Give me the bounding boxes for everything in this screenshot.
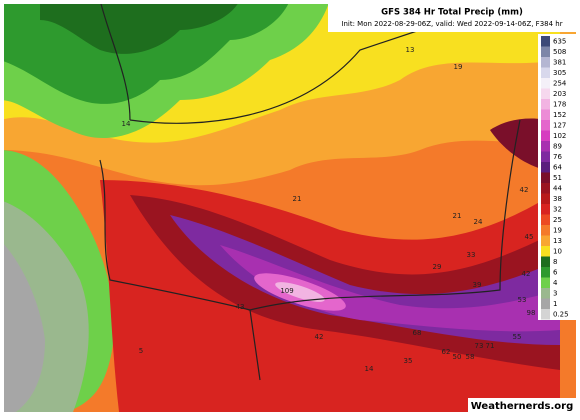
title: GFS 384 Hr Total Precip (mm) [381,8,523,18]
map-label: 29 [433,263,442,271]
colorbar-label: 1 [553,300,557,308]
watermark-box [468,398,576,414]
colorbar-swatch [541,193,550,204]
colorbar-label: 8 [553,258,557,266]
colorbar-swatch [541,78,550,89]
colorbar-label: 3 [553,289,557,297]
colorbar: 6355083813052542031781521271028976645144… [541,36,569,320]
colorbar-label: 13 [553,237,562,245]
colorbar-swatch [541,88,550,99]
map-label: 19 [454,63,463,71]
colorbar-swatch [541,256,550,267]
map-label: 58 [466,353,475,361]
colorbar-label: 635 [553,37,566,45]
colorbar-label: 127 [553,121,566,129]
colorbar-swatch [541,277,550,288]
watermark: Weathernerds.org [471,401,574,412]
colorbar-swatch [541,141,550,152]
colorbar-swatch [541,204,550,215]
colorbar-label: 508 [553,48,566,56]
map-label: 62 [442,348,451,356]
map-label: 35 [404,357,413,365]
colorbar-label: 38 [553,195,562,203]
colorbar-label: 4 [553,279,558,287]
map-label: 13 [406,46,415,54]
colorbar-swatch [541,225,550,236]
colorbar-swatch [541,172,550,183]
colorbar-label: 152 [553,111,566,119]
colorbar-swatch [541,298,550,309]
colorbar-swatch [541,99,550,110]
colorbar-label: 51 [553,174,562,182]
map-label: 71 [486,342,495,350]
map-label: 42 [315,333,324,341]
colorbar-label: 381 [553,58,566,66]
map-label: 14 [365,365,374,373]
colorbar-label: 203 [553,90,566,98]
title-box [328,2,576,32]
colorbar-swatch [541,235,550,246]
colorbar-swatch [541,130,550,141]
colorbar-label: 25 [553,216,562,224]
colorbar-swatch [541,151,550,162]
colorbar-label: 76 [553,153,562,161]
colorbar-label: 178 [553,100,566,108]
map-label: 55 [513,333,522,341]
map-label: 50 [453,353,462,361]
map-label: 68 [413,329,422,337]
colorbar-swatch [541,183,550,194]
map-labels: 13 19 14 21 42 21 24 45 33 29 42 109 39 53 43 42 98 68 55 7… [122,46,536,373]
colorbar-label: 89 [553,142,562,150]
map-label: 33 [467,251,476,259]
colorbar-label: 44 [553,184,562,192]
map-label: 42 [522,270,531,278]
colorbar-label: 102 [553,132,566,140]
map-label: 109 [280,287,293,295]
map-label: 98 [527,309,536,317]
colorbar-label: 6 [553,268,558,276]
colorbar-swatch [541,246,550,257]
colorbar-label: 32 [553,205,562,213]
colorbar-swatch [541,109,550,120]
map-label: 53 [518,296,527,304]
colorbar-swatch [541,309,550,320]
colorbar-swatch [541,46,550,57]
map-label: 24 [474,218,483,226]
map-label: 21 [293,195,302,203]
colorbar-swatch [541,267,550,278]
colorbar-swatch [541,288,550,299]
map-label: 5 [139,347,143,355]
colorbar-swatch [541,214,550,225]
subtitle: Init: Mon 2022-08-29-06Z, valid: Wed 202… [341,20,562,28]
colorbar-label: 10 [553,247,562,255]
map-label: 14 [122,120,131,128]
colorbar-swatch [541,57,550,68]
colorbar-swatch [541,67,550,78]
map-label: 45 [525,233,534,241]
map-label: 43 [236,303,245,311]
colorbar-label: 64 [553,163,562,171]
map-label: 42 [520,186,529,194]
map-label: 39 [473,281,482,289]
map-label: 73 [475,342,484,350]
colorbar-label: 0.25 [553,310,569,318]
map-label: 21 [453,212,462,220]
colorbar-swatch [541,162,550,173]
colorbar-label: 19 [553,226,562,234]
colorbar-label: 305 [553,69,566,77]
colorbar-label: 254 [553,79,567,87]
colorbar-swatch [541,120,550,131]
colorbar-swatch [541,36,550,47]
